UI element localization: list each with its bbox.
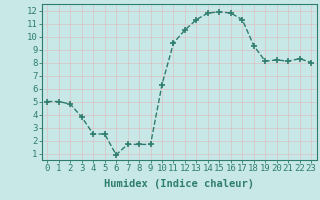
X-axis label: Humidex (Indice chaleur): Humidex (Indice chaleur) xyxy=(104,179,254,189)
